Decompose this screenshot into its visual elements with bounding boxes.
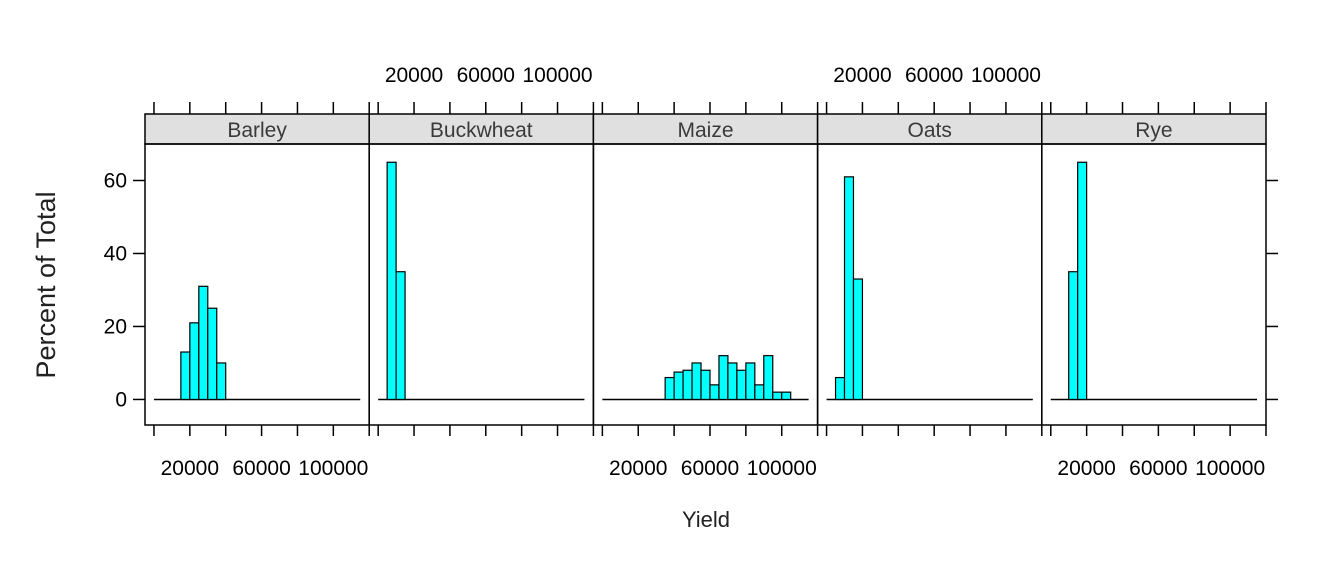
x-tick-label: 60000 [232,457,290,480]
x-tick-label: 60000 [1129,457,1187,480]
histogram-bar [736,369,747,401]
x-tick-label: 20000 [833,64,891,87]
strip-barley [144,113,370,145]
histogram-bar [700,369,711,401]
y-tick-label: 0 [115,388,127,411]
histogram-bar [781,391,792,401]
strip-label: Oats [908,119,952,142]
histogram-bar [180,351,191,401]
panel-frame [1041,143,1267,426]
x-tick-label: 20000 [609,457,667,480]
histogram-bar [664,376,675,401]
panel-barley: Barley 20000 60000 100000 [144,102,370,480]
panel-oats: Oats 20000 60000 100000 [816,64,1043,436]
histogram-bar [709,384,720,401]
histogram-bar [198,285,209,401]
y-axis-title: Percent of Total [31,191,61,378]
histogram-bar [852,278,864,401]
histogram-bar [745,362,756,401]
histogram-bar [843,176,855,401]
strip-maize [592,113,819,145]
histogram-bar [834,376,846,401]
histogram-bar [207,307,218,401]
y-axis: 0 20 40 60 [104,169,1278,411]
histogram-bar [754,384,765,401]
x-tick-label: 100000 [298,457,368,480]
histogram-bar [772,391,783,401]
histogram-bar [682,369,693,401]
histogram-bar [718,355,729,401]
x-tick-label: 60000 [457,64,515,87]
x-tick-label: 100000 [522,64,592,87]
x-tick-label: 100000 [747,457,817,480]
histogram-bar [216,362,227,401]
histogram-bar [673,371,684,401]
y-tick-label: 20 [104,315,127,338]
strip-label: Buckwheat [430,119,533,142]
panel-rye: Rye 20000 60000 100000 [1041,102,1267,480]
x-tick-label: 60000 [905,64,963,87]
strip-label: Barley [227,119,287,142]
histogram-bar [1077,161,1088,401]
panel-frame [144,143,370,426]
x-tick-label: 20000 [161,457,219,480]
strip-rye [1041,113,1267,145]
x-tick-label: 100000 [1195,457,1265,480]
histogram-bar [691,362,702,401]
panel-maize: Maize 20000 60000 100000 [592,102,819,480]
strip-label: Rye [1135,119,1172,142]
histogram-bar [763,355,774,401]
histogram-bar [395,271,406,401]
histogram-bar [1068,271,1079,401]
panel-buckwheat: Buckwheat 20000 60000 100000 [368,64,595,436]
histogram-bar [189,322,200,401]
x-tick-label: 20000 [1057,457,1115,480]
x-tick-label: 20000 [385,64,443,87]
histogram-bar [727,362,738,401]
y-tick-label: 60 [104,169,127,192]
x-tick-label: 60000 [681,457,739,480]
strip-label: Maize [677,119,733,142]
histogram-bar [386,161,397,401]
x-axis-title: Yield [682,507,730,532]
y-tick-label: 40 [104,242,127,265]
x-tick-label: 100000 [971,64,1041,87]
